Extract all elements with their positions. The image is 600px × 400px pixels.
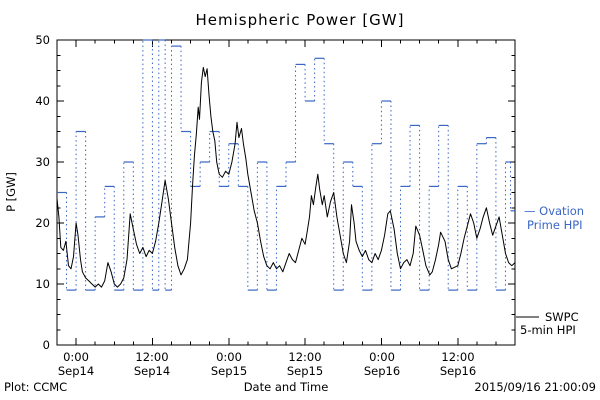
swpc-series-line: [56, 66, 516, 288]
legend-ovation-label-line1: — Ovation: [524, 204, 584, 218]
x-tick-time-2: 0:00: [216, 350, 242, 364]
axis-ticks: [56, 39, 516, 346]
y-tick-label-40: 40: [35, 94, 50, 108]
x-tick-date-2: Sep15: [211, 364, 247, 378]
plot-area-border: [56, 39, 516, 346]
x-tick-date-1: Sep14: [134, 364, 170, 378]
x-tick-time-5: 12:00: [441, 350, 474, 364]
y-tick-label-10: 10: [35, 277, 50, 291]
data-series: [56, 39, 516, 291]
x-axis-label: Date and Time: [244, 380, 329, 394]
x-tick-time-0: 0:00: [63, 350, 89, 364]
legend-swpc-label-line2: 5-min HPI: [520, 323, 576, 337]
plot-source-label: Plot: CCMC: [4, 380, 67, 394]
y-axis-label: P [GW]: [4, 172, 18, 212]
timestamp-label: 2015/09/16 21:00:09: [474, 380, 596, 394]
x-tick-date-5: Sep16: [440, 364, 476, 378]
y-tick-label-0: 0: [43, 338, 50, 352]
chart-title: Hemispheric Power [GW]: [196, 11, 405, 29]
y-tick-label-50: 50: [35, 33, 50, 47]
y-tick-label-20: 20: [35, 216, 50, 230]
x-tick-date-4: Sep16: [364, 364, 400, 378]
x-tick-time-1: 12:00: [135, 350, 168, 364]
y-tick-label-30: 30: [35, 155, 50, 169]
x-tick-date-3: Sep15: [287, 364, 323, 378]
legend-swpc-label-line1: SWPC: [545, 310, 579, 324]
legend-ovation-label-line2: Prime HPI: [527, 218, 583, 232]
x-tick-time-3: 12:00: [288, 350, 321, 364]
x-tick-time-4: 0:00: [369, 350, 395, 364]
x-tick-date-0: Sep14: [58, 364, 94, 378]
